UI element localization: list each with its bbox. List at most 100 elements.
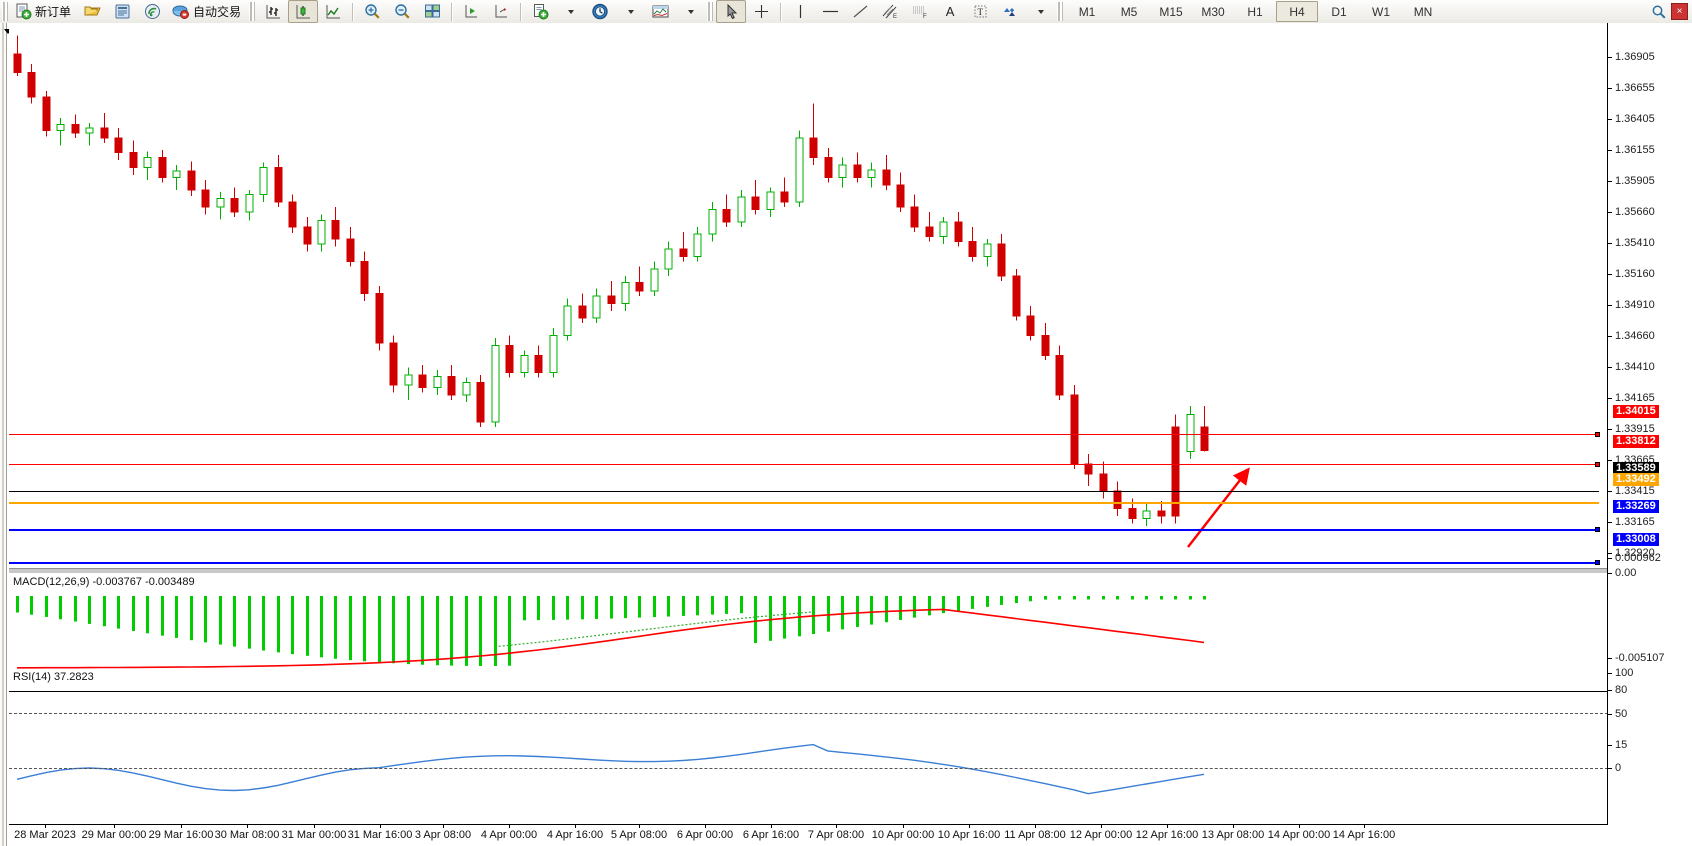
resistance-line-1[interactable] — [9, 432, 1600, 437]
chart-left-scale-bar — [0, 23, 9, 846]
tile-windows-button[interactable] — [417, 0, 447, 23]
cursor-tool-button[interactable] — [716, 0, 747, 23]
trend-arrow — [1187, 467, 1250, 548]
timeframe-d1[interactable]: D1 — [1331, 4, 1347, 19]
zoom-in-icon — [364, 4, 380, 19]
new-order-button[interactable]: 新订单 — [11, 0, 77, 23]
folder-button[interactable] — [77, 0, 107, 23]
data-window-icon — [115, 4, 130, 19]
vertical-line-tool-button[interactable] — [785, 0, 815, 23]
price-level-badge[interactable]: 1.33008 — [1613, 533, 1659, 546]
toolbar-grip-2[interactable] — [249, 2, 256, 21]
macd-pane[interactable] — [9, 573, 1608, 688]
templates-button[interactable] — [645, 0, 675, 23]
add-indicator-button[interactable] — [525, 0, 555, 23]
price-tick-label: 1.36155 — [1615, 144, 1655, 156]
candlestick-chart-button[interactable] — [288, 0, 319, 23]
indicator-dropdown-button[interactable] — [555, 0, 585, 23]
toolbar-grip[interactable] — [2, 2, 8, 21]
time-tick — [1364, 825, 1365, 828]
price-tick — [1608, 460, 1612, 461]
timeframe-mn[interactable]: MN — [1413, 4, 1433, 19]
timeframe-m30[interactable]: M30 — [1201, 4, 1225, 19]
equidistant-channel-button[interactable]: E — [875, 0, 905, 23]
arrows-icon — [1004, 8, 1016, 16]
price-tick — [1608, 212, 1612, 213]
text-tool-button[interactable]: A — [935, 0, 965, 23]
rsi-tick-label: 0 — [1615, 762, 1622, 774]
price-tick — [1608, 305, 1612, 306]
close-icon[interactable]: × — [1671, 3, 1688, 20]
auto-scroll-button[interactable] — [486, 0, 516, 23]
toolbar-grip-4[interactable] — [1057, 2, 1064, 21]
support-line-2[interactable] — [9, 560, 1600, 565]
time-tick-label: 13 Apr 08:00 — [1201, 829, 1265, 841]
time-tick-label: 11 Apr 08:00 — [1004, 829, 1066, 841]
templates-dropdown-button[interactable] — [675, 0, 705, 23]
orange-level-line[interactable] — [9, 502, 1599, 504]
macd-tick-label: 0.00 — [1615, 567, 1637, 579]
data-window-button[interactable] — [107, 0, 137, 23]
signal-button[interactable] — [137, 0, 167, 23]
price-level-badge[interactable]: 1.33812 — [1613, 435, 1659, 448]
period-dropdown-button[interactable] — [615, 0, 645, 23]
price-axis[interactable]: 1.36905 1.36655 1.36405 1.36155 1.35905 1.356… — [1607, 23, 1692, 846]
time-tick — [771, 825, 772, 828]
timeframe-m15[interactable]: M15 — [1159, 4, 1183, 19]
horizontal-line-tool-button[interactable] — [815, 0, 845, 23]
timeframe-w1[interactable]: W1 — [1372, 4, 1391, 19]
price-level-badge[interactable]: 1.33492 — [1613, 473, 1659, 486]
price-tick — [1608, 336, 1612, 337]
macd-tick — [1608, 573, 1612, 574]
toolbar-right-group: × — [1651, 3, 1692, 20]
price-tick-label: 1.34910 — [1615, 299, 1655, 311]
text-label-tool-button[interactable]: T — [965, 0, 995, 23]
support-line-1[interactable] — [9, 527, 1600, 532]
zoom-out-button[interactable] — [387, 0, 417, 23]
text-tool-label: A — [945, 4, 955, 19]
time-tick-label: 29 Mar 16:00 — [148, 829, 214, 841]
arrows-tool-button[interactable] — [995, 0, 1025, 23]
rsi-tick — [1608, 673, 1612, 674]
price-level-badge[interactable]: 1.33589 — [1613, 462, 1659, 475]
chart-menu-triangle-icon[interactable] — [4, 29, 12, 34]
time-tick — [1233, 825, 1234, 828]
auto-trading-button[interactable]: 自动交易 — [167, 0, 247, 23]
price-tick — [1608, 181, 1612, 182]
price-level-badge[interactable]: 1.34015 — [1613, 405, 1659, 418]
price-level-badge[interactable]: 1.33269 — [1613, 500, 1659, 513]
chevron-down-icon — [688, 9, 695, 14]
price-tick — [1608, 88, 1612, 89]
timeframe-m1[interactable]: M1 — [1078, 4, 1096, 19]
time-tick — [903, 825, 904, 828]
time-tick — [509, 825, 510, 828]
bar-chart-button[interactable] — [258, 0, 288, 23]
timeframe-m5[interactable]: M5 — [1120, 4, 1138, 19]
arrows-dropdown-button[interactable] — [1025, 0, 1055, 23]
time-axis[interactable]: 28 Mar 2023 29 Mar 00:00 29 Mar 16:00 30 Ma… — [9, 824, 1608, 846]
fibonacci-tool-button[interactable]: F — [905, 0, 935, 23]
line-chart-button[interactable] — [318, 0, 348, 23]
current-price-line — [9, 491, 1599, 492]
period-button[interactable] — [585, 0, 615, 23]
price-tick — [1608, 522, 1612, 523]
timeframe-h1[interactable]: H1 — [1247, 4, 1263, 19]
timeframe-h4[interactable]: H4 — [1276, 1, 1319, 22]
toolbar-grip-3[interactable] — [707, 2, 714, 21]
rsi-pane[interactable] — [9, 693, 1608, 845]
macd-label: MACD(12,26,9) -0.003767 -0.003489 — [13, 576, 195, 588]
time-tick — [181, 825, 182, 828]
macd-tick — [1608, 558, 1612, 559]
auto-scroll-icon — [495, 5, 507, 18]
price-tick-label: 1.33915 — [1615, 423, 1655, 435]
chart-shift-button[interactable] — [456, 0, 486, 23]
trendline-tool-button[interactable] — [845, 0, 875, 23]
price-pane[interactable] — [9, 23, 1608, 548]
price-tick-label: 1.32920 — [1615, 547, 1655, 559]
crosshair-tool-button[interactable] — [746, 0, 776, 23]
search-icon[interactable] — [1651, 4, 1667, 20]
price-tick-label: 1.36655 — [1615, 82, 1655, 94]
signal-icon — [144, 4, 160, 19]
resistance-line-2[interactable] — [9, 462, 1600, 467]
zoom-in-button[interactable] — [357, 0, 387, 23]
